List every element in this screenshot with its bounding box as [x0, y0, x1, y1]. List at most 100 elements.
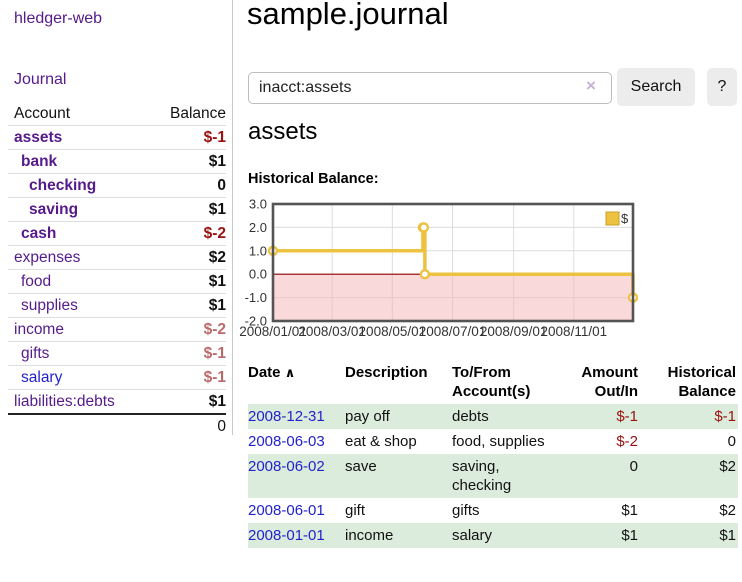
- transaction-balance: $1: [640, 523, 738, 548]
- account-row-income: income $-2: [8, 317, 226, 342]
- account-link-bank[interactable]: bank: [21, 152, 58, 170]
- column-header-date[interactable]: Date ∧: [248, 364, 296, 381]
- main-content: sample.journal × Search ? assets Histori…: [239, 0, 742, 582]
- transaction-balance: $2: [719, 502, 736, 519]
- transaction-amount: $1: [621, 502, 638, 519]
- column-header-description: Description: [345, 364, 428, 381]
- transaction-row: 2008-06-02 save saving, checking 0 $2: [248, 454, 738, 498]
- account-link-food[interactable]: food: [21, 272, 52, 290]
- transaction-amount: $1: [554, 523, 640, 548]
- account-balance: $1: [162, 269, 226, 294]
- column-header-tofrom: To/From Account(s): [452, 364, 531, 400]
- transaction-row: 2008-01-01 income salary $1 $1: [248, 523, 738, 548]
- account-balance: $1: [162, 197, 226, 222]
- clear-search-icon[interactable]: ×: [586, 76, 596, 95]
- account-row-bank: bank $1: [8, 149, 226, 174]
- transaction-accounts: gifts: [452, 502, 480, 519]
- transaction-balance: 0: [727, 433, 736, 450]
- help-button[interactable]: ?: [707, 68, 737, 106]
- account-link-liabilities-debts[interactable]: liabilities:debts: [14, 392, 115, 410]
- svg-text:$: $: [621, 211, 629, 226]
- account-row-cash: cash $-2: [8, 221, 226, 246]
- account-balance: $-2: [162, 317, 226, 342]
- account-link-cash[interactable]: cash: [21, 224, 57, 242]
- accounts-header-row: Account Balance: [8, 102, 226, 126]
- account-row-supplies: supplies $1: [8, 293, 226, 318]
- account-balance: $-2: [162, 221, 226, 246]
- account-link-salary[interactable]: salary: [21, 368, 63, 386]
- svg-text:2008/05/01: 2008/05/01: [359, 324, 427, 339]
- transaction-description: gift: [345, 502, 366, 519]
- transaction-row: 2008-12-31 pay off debts $-1 $-1: [248, 404, 738, 429]
- account-row-gifts: gifts $-1: [8, 341, 226, 366]
- account-link-assets[interactable]: assets: [14, 128, 63, 146]
- transaction-date-link[interactable]: 2008-12-31: [248, 408, 325, 425]
- transaction-amount: $-2: [616, 433, 638, 450]
- account-balance: $-1: [162, 125, 226, 150]
- account-row-checking: checking 0: [8, 173, 226, 198]
- transaction-accounts: food, supplies: [452, 433, 545, 450]
- transaction-date-link[interactable]: 2008-06-01: [248, 502, 325, 519]
- svg-text:2008/03/01: 2008/03/01: [298, 324, 366, 339]
- svg-text:-1.0: -1.0: [245, 290, 267, 305]
- column-header-balance: Historical Balance: [667, 364, 736, 400]
- account-balance: $-1: [162, 341, 226, 366]
- historical-balance-chart: $3.0 2.0 1.0 0.0 -1.0 -2.02008/01/012008/03/0…: [239, 197, 639, 339]
- accounts-total-row: 0: [8, 413, 226, 438]
- accounts-col-balance: Balance: [169, 104, 226, 122]
- account-row-saving: saving $1: [8, 197, 226, 222]
- account-row-liabilities-debts: liabilities:debts $1: [8, 389, 226, 414]
- transaction-date-link[interactable]: 2008-06-02: [248, 458, 325, 475]
- account-balance: $1: [162, 293, 226, 318]
- svg-text:0.0: 0.0: [249, 267, 267, 282]
- transactions-header-row: Date ∧ Description To/From Account(s) Am…: [248, 360, 738, 404]
- svg-text:2008/11/01: 2008/11/01: [541, 324, 608, 339]
- account-row-assets: assets $-1: [8, 125, 226, 150]
- chart-label: Historical Balance:: [248, 171, 379, 187]
- transactions-table: Date ∧ Description To/From Account(s) Am…: [248, 360, 738, 548]
- sidebar-item-journal[interactable]: Journal: [14, 71, 67, 88]
- svg-text:3.0: 3.0: [249, 197, 267, 212]
- svg-text:2008/07/01: 2008/07/01: [419, 324, 487, 339]
- transaction-row: 2008-06-01 gift gifts $1 $2: [248, 498, 738, 523]
- transaction-amount: 0: [554, 454, 640, 498]
- search-form: × Search ?: [248, 68, 742, 108]
- sort-ascending-icon: ∧: [284, 365, 296, 380]
- sidebar: hledger-web Journal Account Balance asse…: [0, 0, 233, 438]
- account-link-income[interactable]: income: [14, 320, 64, 338]
- search-input[interactable]: [248, 72, 612, 104]
- account-link-expenses[interactable]: expenses: [14, 248, 81, 266]
- svg-text:2008/01/01: 2008/01/01: [239, 324, 307, 339]
- account-link-saving[interactable]: saving: [29, 200, 79, 218]
- transaction-balance: $2: [640, 454, 738, 498]
- account-row-salary: salary $-1: [8, 365, 226, 390]
- transaction-accounts: salary: [452, 523, 554, 548]
- account-heading: assets: [248, 118, 318, 145]
- transaction-accounts: saving, checking: [452, 454, 554, 498]
- transaction-description: save: [345, 454, 452, 498]
- transaction-description: income: [345, 523, 452, 548]
- account-row-expenses: expenses $2: [8, 245, 226, 270]
- accounts-col-account: Account: [14, 104, 71, 122]
- transaction-accounts: debts: [452, 404, 554, 429]
- transaction-date-link[interactable]: 2008-01-01: [248, 527, 325, 544]
- transaction-date-link[interactable]: 2008-06-03: [248, 433, 325, 450]
- column-header-amount: Amount Out/In: [581, 364, 638, 400]
- account-balance: $-1: [162, 365, 226, 390]
- transaction-row: 2008-06-03 eat & shop food, supplies $-2…: [248, 429, 738, 454]
- account-link-gifts[interactable]: gifts: [21, 344, 50, 362]
- transaction-description: pay off: [345, 404, 452, 429]
- account-row-food: food $1: [8, 269, 226, 294]
- app-brand-link[interactable]: hledger-web: [14, 10, 103, 27]
- accounts-table: Account Balance assets $-1 bank $1 check…: [8, 102, 226, 438]
- account-balance: $1: [162, 389, 226, 414]
- account-link-supplies[interactable]: supplies: [21, 296, 78, 314]
- account-link-checking[interactable]: checking: [29, 176, 97, 194]
- svg-text:1.0: 1.0: [249, 243, 267, 258]
- transaction-description: eat & shop: [345, 433, 417, 450]
- search-button[interactable]: Search: [617, 68, 695, 106]
- account-balance: $2: [162, 245, 226, 270]
- svg-text:-2.0: -2.0: [245, 314, 267, 329]
- account-balance: $1: [162, 149, 226, 174]
